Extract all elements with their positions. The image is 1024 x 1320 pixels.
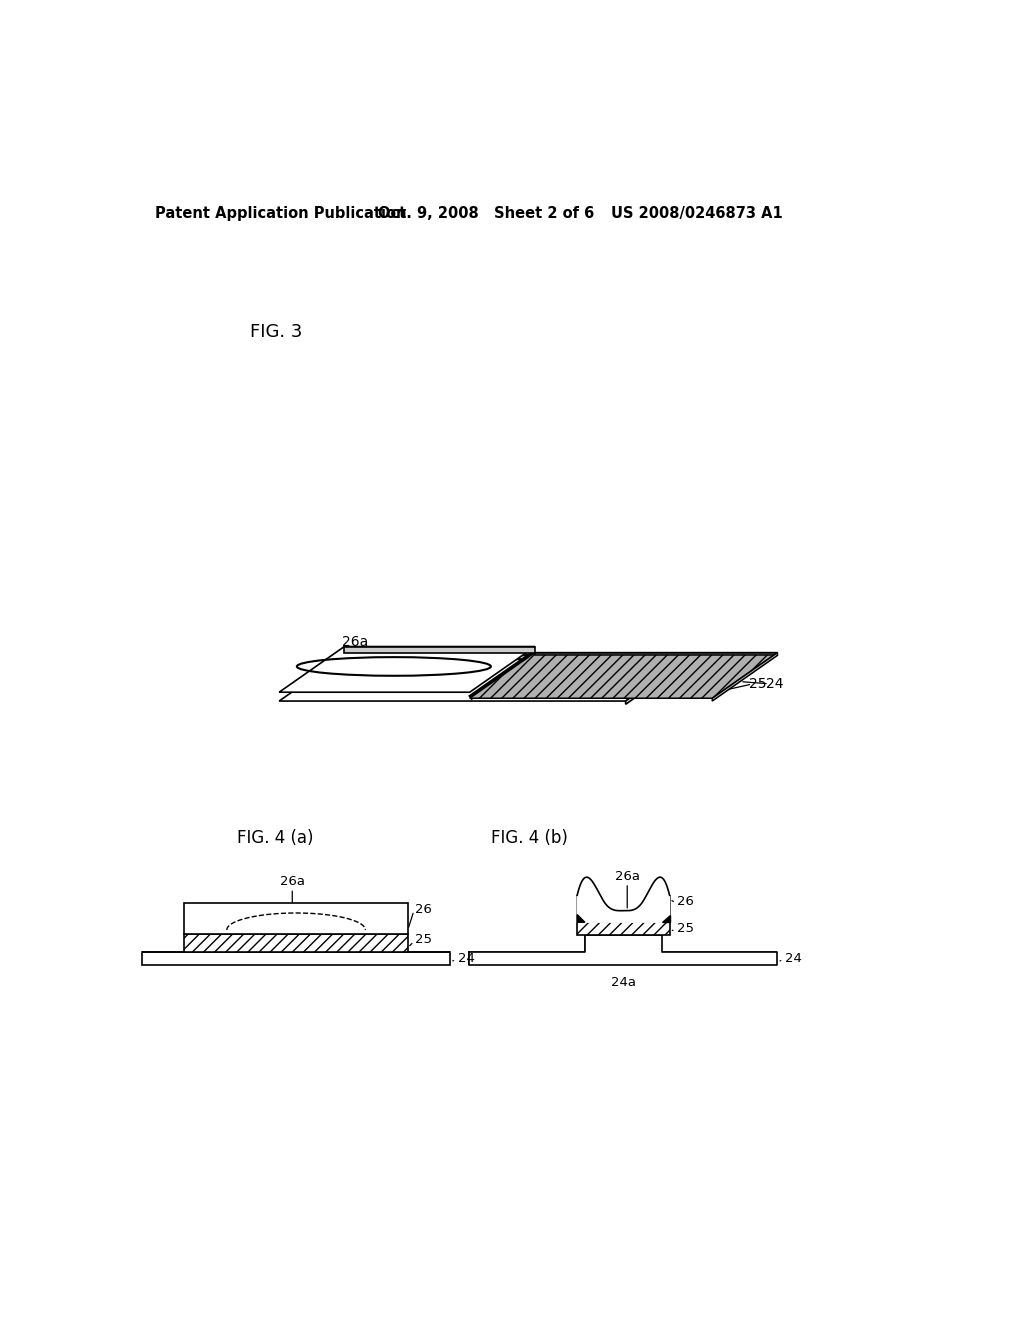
Text: FIG. 4 (a): FIG. 4 (a)	[237, 829, 313, 846]
Bar	[184, 933, 408, 952]
Text: 24: 24	[785, 952, 802, 965]
Polygon shape	[713, 652, 777, 701]
Text: 24: 24	[766, 677, 783, 690]
Polygon shape	[280, 647, 535, 692]
Text: Patent Application Publication: Patent Application Publication	[155, 206, 407, 222]
Text: 25: 25	[416, 933, 432, 946]
Text: FIG. 4 (b): FIG. 4 (b)	[490, 829, 567, 846]
Text: Oct. 9, 2008   Sheet 2 of 6: Oct. 9, 2008 Sheet 2 of 6	[378, 206, 594, 222]
Text: 26a: 26a	[280, 875, 305, 888]
Polygon shape	[578, 878, 670, 923]
Polygon shape	[662, 915, 670, 923]
Text: 24a: 24a	[611, 975, 636, 989]
Bar	[142, 952, 451, 965]
Polygon shape	[344, 647, 535, 652]
Polygon shape	[470, 652, 777, 698]
Text: 25: 25	[749, 677, 766, 690]
Polygon shape	[280, 655, 691, 701]
Text: US 2008/0246873 A1: US 2008/0246873 A1	[610, 206, 782, 222]
Text: 26a: 26a	[614, 870, 640, 883]
Text: FIG. 3: FIG. 3	[250, 322, 302, 341]
Polygon shape	[344, 655, 691, 659]
Polygon shape	[578, 915, 585, 923]
Bar	[578, 923, 670, 935]
Bar	[184, 933, 408, 952]
Text: 26: 26	[446, 657, 464, 672]
Text: 26: 26	[416, 903, 432, 916]
Polygon shape	[535, 652, 777, 655]
Text: 24: 24	[458, 952, 475, 965]
Bar	[184, 903, 408, 933]
Text: 25: 25	[677, 921, 694, 935]
Polygon shape	[469, 935, 777, 965]
Text: 26: 26	[677, 895, 694, 908]
Text: S: S	[592, 892, 601, 906]
Polygon shape	[626, 655, 691, 705]
Text: 26a: 26a	[342, 635, 368, 648]
Bar	[578, 923, 670, 935]
